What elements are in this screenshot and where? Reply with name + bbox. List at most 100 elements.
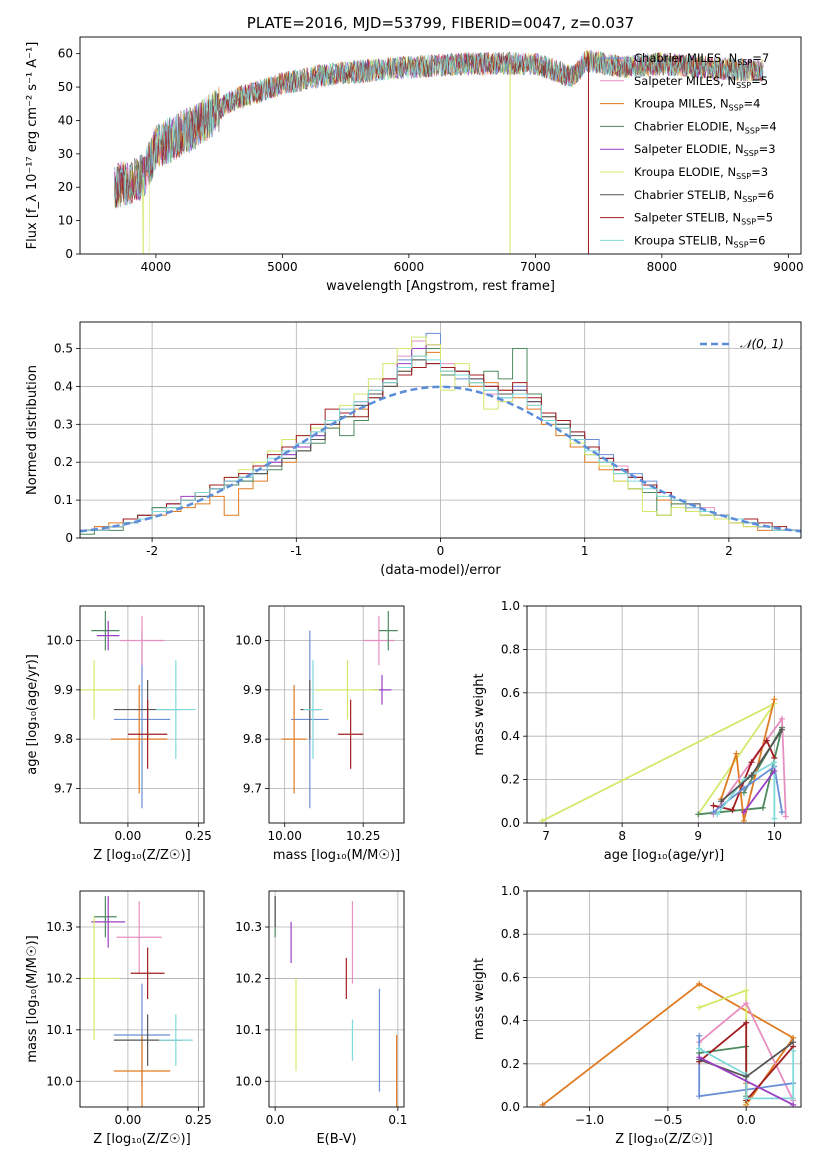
marker xyxy=(696,1032,703,1039)
legend-entry: Kroupa MILES, NSSP=4 xyxy=(634,97,760,113)
legend-entry: Chabrier MILES, NSSP=7 xyxy=(634,51,769,67)
marker xyxy=(740,809,747,816)
y-axis-label: mass weight xyxy=(472,673,487,755)
y-tick-label: 9.9 xyxy=(243,683,262,697)
x-tick-label: 0.00 xyxy=(115,1113,142,1127)
marker xyxy=(748,759,755,766)
y-tick-label: 0.2 xyxy=(54,455,73,469)
y-tick-label: 10.2 xyxy=(46,971,73,985)
y-tick-label: 1.0 xyxy=(501,599,520,613)
x-axis-label: Z [log₁₀(Z/Z☉)] xyxy=(615,1132,712,1147)
marker xyxy=(748,772,755,779)
marker xyxy=(743,1073,750,1080)
y-tick-label: 60 xyxy=(58,47,73,61)
y-tick-label: 10.0 xyxy=(235,634,262,648)
y-tick-label: 9.7 xyxy=(54,781,73,795)
mass_vs_ebv-marks xyxy=(274,896,398,1107)
marker xyxy=(733,750,740,757)
y-tick-label: 0.6 xyxy=(501,970,520,984)
x-tick-label: 9 xyxy=(694,829,702,843)
y-axis-label: Flux [f_λ 10⁻¹⁷ erg cm⁻² s⁻¹ A⁻¹] xyxy=(25,42,40,250)
mass_vs_Z-frame xyxy=(79,890,205,1108)
legend-entry: Salpeter ELODIE, NSSP=3 xyxy=(634,142,776,158)
x-tick-label: −0.5 xyxy=(653,1113,682,1127)
age_vs_Z-frame xyxy=(79,605,205,824)
x-axis-label: (data-model)/error xyxy=(380,563,501,578)
y-tick-label: 10.1 xyxy=(235,1023,262,1037)
x-tick-label: 0.1 xyxy=(388,1113,407,1127)
marker xyxy=(729,806,736,813)
marker xyxy=(790,1047,797,1054)
x-axis-label: Z [log₁₀(Z/Z☉)] xyxy=(93,848,190,863)
y-tick-label: 50 xyxy=(58,80,73,94)
marker xyxy=(743,1019,750,1026)
marker xyxy=(714,811,721,818)
marker xyxy=(710,809,717,816)
x-tick-label: 1 xyxy=(581,544,589,558)
legend-entry: Kroupa STELIB, NSSP=6 xyxy=(634,233,765,249)
marker xyxy=(763,737,770,744)
x-tick-label: 0.25 xyxy=(185,1113,212,1127)
x-tick-label: 0.00 xyxy=(115,829,142,843)
x-tick-label: 7000 xyxy=(520,260,551,274)
marker xyxy=(696,1054,703,1061)
x-tick-label: 0 xyxy=(437,544,445,558)
weight-line xyxy=(698,1056,794,1106)
x-axis-label: Z [log₁₀(Z/Z☉)] xyxy=(93,1132,190,1147)
y-tick-label: 0.0 xyxy=(501,816,520,830)
y-tick-label: 0.0 xyxy=(501,1100,520,1114)
y-tick-label: 0.8 xyxy=(501,642,520,656)
marker xyxy=(778,715,785,722)
legend-entry: Kroupa ELODIE, NSSP=3 xyxy=(634,165,768,181)
x-tick-label: 10.25 xyxy=(346,829,380,843)
marker xyxy=(771,767,778,774)
x-tick-label: 10 xyxy=(767,829,782,843)
mass_vs_Z-marks xyxy=(80,896,193,1107)
marker xyxy=(778,726,785,733)
x-tick-label: 9000 xyxy=(773,260,804,274)
x-tick-label: -1 xyxy=(290,544,302,558)
x-axis-label: mass [log₁₀(M/M☉)] xyxy=(273,848,400,863)
y-tick-label: 0.2 xyxy=(501,1057,520,1071)
y-tick-label: 10.3 xyxy=(46,920,73,934)
marker xyxy=(743,1095,750,1102)
marker xyxy=(771,759,778,766)
y-tick-label: 40 xyxy=(58,113,73,127)
age_vs_Z-axes: 0.00 0.25 9.7 9.8 9.9 10.0 Z [log₁₀(Z/Z☉)] age … xyxy=(25,606,212,863)
y-tick-label: 0 xyxy=(65,531,73,545)
legend-entry: Chabrier ELODIE, NSSP=4 xyxy=(634,119,777,135)
y-tick-label: 20 xyxy=(58,180,73,194)
x-tick-label: 2 xyxy=(725,544,733,558)
weight-line xyxy=(720,699,776,822)
y-tick-label: 10 xyxy=(58,214,73,228)
x-tick-label: -2 xyxy=(146,544,158,558)
y-tick-label: 10.0 xyxy=(46,1074,73,1088)
chart-title: PLATE=2016, MJD=53799, FIBERID=0047, z=0… xyxy=(247,14,634,32)
x-tick-label: −1.0 xyxy=(575,1113,604,1127)
mass_vs_ebv-axes: 0.0 0.1 10.0 10.1 10.2 10.3 E(B-V) xyxy=(235,891,407,1147)
x-axis-label: E(B-V) xyxy=(316,1132,356,1147)
x-tick-label: 5000 xyxy=(267,260,298,274)
legend-entry: Salpeter MILES, NSSP=5 xyxy=(634,74,768,90)
marker xyxy=(695,811,702,818)
y-tick-label: 10.1 xyxy=(46,1023,73,1037)
y-tick-label: 0 xyxy=(65,247,73,261)
y-tick-label: 0.6 xyxy=(501,686,520,700)
marker xyxy=(790,1095,797,1102)
weight_vs_Z-frame xyxy=(526,890,802,1108)
marker xyxy=(782,813,789,820)
weight-line xyxy=(698,1020,794,1103)
weight_vs_age-frame xyxy=(526,605,802,824)
x-axis-label: wavelength [Angstrom, rest frame] xyxy=(326,279,555,294)
age_vs_mass-marks xyxy=(281,610,398,809)
marker xyxy=(696,1004,703,1011)
weight-line xyxy=(716,760,776,819)
marker xyxy=(778,809,785,816)
spectrum-marks xyxy=(113,49,764,254)
y-tick-label: 30 xyxy=(58,147,73,161)
x-tick-label: 0.0 xyxy=(266,1113,285,1127)
marker xyxy=(696,1045,703,1052)
x-tick-label: 8000 xyxy=(647,260,678,274)
y-tick-label: 0.1 xyxy=(54,493,73,507)
